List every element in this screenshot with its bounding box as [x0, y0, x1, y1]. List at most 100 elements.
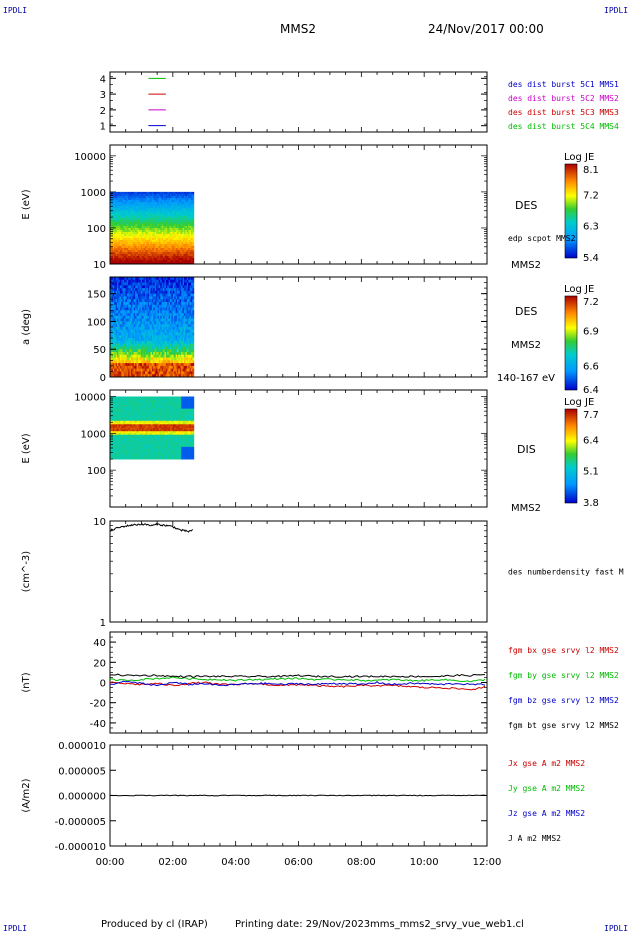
footer-produced-by: Produced by cl (IRAP) [101, 919, 208, 930]
y-tick-label: 20 [93, 658, 106, 669]
current-line [110, 794, 487, 797]
y-tick-label: 1000 [81, 429, 106, 440]
colorbar [564, 295, 578, 391]
spacecraft-title: MMS2 [280, 22, 316, 36]
side-label: 140-167 eV [497, 373, 555, 384]
x-tick-label: 08:00 [347, 857, 376, 868]
y-tick-label: 100 [87, 317, 106, 328]
heatmap-cells [110, 396, 195, 460]
y-tick-label: -40 [90, 719, 106, 730]
y-tick-label: -0.000005 [55, 817, 106, 828]
side-label: edp scpot MMS2 [508, 234, 576, 243]
x-tick-label: 06:00 [284, 857, 313, 868]
legend-entry: Jy gse A m2 MMS2 [508, 784, 585, 793]
colorbar-tick-label: 6.6 [583, 362, 599, 373]
y-axis-label: E (eV) [21, 189, 32, 219]
footer-printing-date: Printing date: 29/Nov/2023 [235, 919, 371, 930]
legend-entry: fgm bx gse srvy l2 MMS2 [508, 646, 619, 655]
y-tick-label: 10 [93, 517, 106, 528]
colorbar-tick-label: 7.2 [583, 297, 599, 308]
colorbar-tick-label: 6.4 [583, 385, 599, 396]
y-tick-label: 10000 [74, 152, 106, 163]
legend-entry: des dist burst 5C2 MMS2 [508, 94, 619, 103]
legend-entry: des dist burst 5C4 MMS4 [508, 122, 619, 131]
colorbar [564, 163, 578, 259]
colorbar-title: Log JE [564, 152, 594, 163]
date-title: 24/Nov/2017 00:00 [428, 22, 544, 36]
y-tick-label: 4 [100, 74, 106, 85]
instrument-label: DES [515, 305, 537, 318]
panel-frame [109, 631, 488, 734]
y-tick-label: 50 [93, 345, 106, 356]
corner-mark-top-left: IPDLI [3, 6, 28, 15]
y-tick-label: 0.000010 [58, 741, 106, 752]
x-tick-label: 12:00 [473, 857, 502, 868]
x-tick-label: 04:00 [221, 857, 250, 868]
y-tick-label: 0.000000 [58, 792, 106, 803]
legend-entry: fgm by gse srvy l2 MMS2 [508, 671, 619, 680]
y-axis-label: E (eV) [21, 433, 32, 463]
x-tick-label: 10:00 [410, 857, 439, 868]
y-tick-label: 1 [100, 618, 106, 629]
x-tick-label: 00:00 [96, 857, 125, 868]
field-line [109, 676, 486, 683]
field-line [109, 680, 486, 687]
y-tick-label: 150 [87, 290, 106, 301]
y-tick-label: 100 [87, 466, 106, 477]
y-axis-label: (cm^-3) [21, 551, 32, 592]
panel-frame [109, 144, 488, 265]
colorbar-title: Log JE [564, 284, 594, 295]
colorbar-tick-label: 6.9 [583, 326, 599, 337]
heatmap-cells [110, 191, 195, 265]
y-tick-label: 2 [100, 106, 106, 117]
corner-mark-bottom-left: IPDLI [3, 924, 28, 933]
y-tick-label: 40 [93, 638, 106, 649]
y-tick-label: 1000 [81, 188, 106, 199]
panel-frame [109, 389, 488, 508]
legend-entry: des dist burst 5C3 MMS3 [508, 108, 619, 117]
colorbar-tick-label: 7.7 [583, 410, 599, 421]
y-tick-label: 0.000005 [58, 766, 106, 777]
y-tick-label: 1 [100, 122, 106, 133]
y-tick-label: 10 [93, 260, 106, 271]
panel-frame [109, 71, 488, 133]
side-label: MMS2 [511, 260, 541, 271]
colorbar-tick-label: 8.1 [583, 165, 599, 176]
y-tick-label: -20 [90, 699, 106, 710]
legend-entry: des numberdensity fast M [508, 568, 624, 577]
colorbar-tick-label: 6.4 [583, 435, 599, 446]
instrument-label: DIS [517, 443, 536, 456]
y-tick-label: -0.000010 [55, 842, 106, 853]
y-tick-label: 0 [100, 679, 106, 690]
panel-frame [109, 520, 488, 623]
field-line [109, 681, 486, 691]
field-line [109, 673, 485, 678]
y-tick-label: 10000 [74, 392, 106, 403]
footer-filename: mms_mms2_srvy_vue_web1.cl [370, 919, 524, 930]
legend-entry: Jx gse A m2 MMS2 [508, 759, 585, 768]
legend-entry: J A m2 MMS2 [508, 834, 561, 843]
colorbar [564, 408, 578, 504]
colorbar-tick-label: 6.3 [583, 222, 599, 233]
y-tick-label: 0 [100, 373, 106, 384]
y-tick-label: 100 [87, 224, 106, 235]
colorbar-tick-label: 3.8 [583, 498, 599, 509]
colorbar-title: Log JE [564, 397, 594, 408]
heatmap-cells [110, 277, 195, 378]
y-tick-label: 3 [100, 90, 106, 101]
y-axis-label: (A/m2) [21, 778, 32, 812]
colorbar-tick-label: 5.4 [583, 253, 599, 264]
legend-entry: fgm bt gse srvy l2 MMS2 [508, 721, 619, 730]
corner-mark-bottom-right: IPDLI [604, 924, 629, 933]
side-label: MMS2 [511, 340, 541, 351]
density-line [109, 522, 194, 533]
side-label: MMS2 [511, 503, 541, 514]
legend-entry: fgm bz gse srvy l2 MMS2 [508, 696, 619, 705]
instrument-label: DES [515, 199, 537, 212]
legend-entry: Jz gse A m2 MMS2 [508, 809, 585, 818]
legend-entry: des dist burst 5C1 MMS1 [508, 80, 619, 89]
colorbar-tick-label: 7.2 [583, 190, 599, 201]
y-axis-label: (nT) [21, 672, 32, 692]
